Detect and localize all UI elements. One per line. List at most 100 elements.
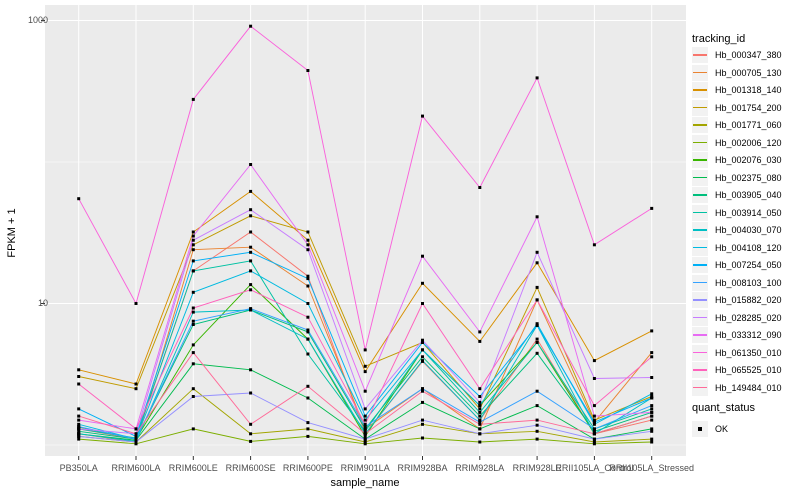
legend-line-key-icon [692, 379, 708, 396]
data-point [77, 382, 81, 386]
legend-line-key-icon [692, 64, 708, 81]
data-point [535, 322, 539, 326]
data-point [478, 422, 482, 426]
data-point [77, 422, 81, 426]
data-point [478, 404, 482, 408]
data-point [535, 323, 539, 327]
legend-item: Hb_001771_060 [692, 117, 782, 133]
data-point [306, 421, 310, 425]
data-point [535, 351, 539, 355]
legend-line-key-icon [692, 362, 708, 378]
data-point [421, 281, 424, 285]
x-axis-title: sample_name [330, 477, 400, 489]
data-point [592, 420, 596, 424]
data-point [249, 288, 253, 292]
legend-item: Hb_015882_020 [692, 292, 782, 308]
data-point [249, 163, 253, 166]
legend-item-label: Hb_001754_200 [715, 102, 782, 113]
data-point [535, 418, 539, 422]
legend-line-key-icon [692, 82, 708, 98]
data-point [134, 382, 138, 386]
data-point [363, 414, 367, 418]
data-point [421, 389, 424, 393]
series-color-line-icon [693, 281, 707, 284]
legend-item-label: Hb_002006_120 [715, 137, 782, 148]
data-point [306, 277, 310, 281]
series-color-line-icon [693, 89, 707, 91]
legend-item-label: Hb_001771_060 [715, 120, 782, 130]
series-color-line-icon [693, 351, 707, 354]
data-point [363, 370, 367, 374]
data-point [363, 437, 367, 441]
data-point [191, 362, 195, 366]
data-point [592, 427, 596, 431]
series-color-line-icon [693, 299, 707, 301]
legend-item: Hb_149484_010 [692, 379, 782, 396]
data-point [191, 238, 195, 242]
legend-line-key-icon [692, 169, 708, 186]
data-point [650, 418, 654, 422]
legend-item: Hb_001318_140 [692, 82, 782, 98]
data-point [134, 442, 138, 446]
series-color-line-icon [693, 124, 707, 126]
x-tick-label: RRII105LA_Stressed [609, 463, 694, 473]
data-point [363, 348, 367, 352]
data-point [249, 283, 253, 287]
data-point [592, 422, 596, 426]
data-point [191, 97, 195, 101]
data-point [249, 422, 253, 426]
data-point [363, 440, 367, 444]
data-point [650, 440, 654, 444]
legend-item: Hb_003914_050 [692, 204, 782, 221]
data-point [421, 387, 424, 391]
data-point [134, 432, 138, 436]
data-point [421, 338, 424, 342]
data-point [249, 230, 253, 234]
data-point [421, 418, 424, 422]
legend-item: Hb_007254_050 [692, 257, 782, 273]
legend-line-key-icon [692, 47, 708, 63]
data-point [77, 427, 81, 431]
data-point [77, 197, 81, 201]
data-point [478, 440, 482, 444]
y-tick-label: 10 [37, 298, 48, 308]
x-tick-label: RRIM928LE [512, 463, 562, 473]
data-point [77, 425, 81, 429]
data-point [77, 368, 81, 372]
data-point [421, 436, 424, 440]
data-point [249, 189, 253, 193]
data-point [592, 429, 596, 433]
data-point [478, 418, 482, 422]
data-point [249, 439, 253, 443]
y-tick-label: 1000 [27, 15, 48, 25]
series-color-line-icon [693, 194, 707, 196]
series-color-line-icon [693, 316, 707, 319]
legend-item-label: Hb_007254_050 [715, 260, 782, 270]
data-point [535, 215, 539, 219]
data-point [306, 330, 310, 334]
data-point [77, 432, 81, 436]
legend-item-label: Hb_000705_130 [715, 67, 782, 78]
data-point [363, 442, 367, 446]
ok-point-icon [692, 421, 708, 437]
black-square-point-icon [698, 427, 702, 431]
legend-line-key-icon [692, 344, 708, 361]
legend-item: Hb_002006_120 [692, 134, 782, 151]
data-point [478, 414, 482, 418]
legend-item: Hb_061350_010 [692, 344, 782, 361]
data-point [306, 69, 310, 72]
data-point [191, 323, 195, 326]
series-color-line-icon [693, 386, 707, 389]
data-point [592, 377, 596, 380]
x-tick-label: RRIM600SE [225, 463, 276, 473]
legend-line-key-icon [692, 327, 708, 343]
legend-item-label: Hb_065525_010 [715, 365, 782, 375]
data-point [535, 437, 539, 441]
legend-line-key-icon [692, 117, 708, 133]
data-point [478, 186, 482, 189]
data-point [535, 337, 539, 341]
legend-item-label: Hb_061350_010 [715, 347, 782, 358]
data-point [77, 434, 81, 438]
legend-item-label: Hb_008103_100 [715, 277, 782, 288]
